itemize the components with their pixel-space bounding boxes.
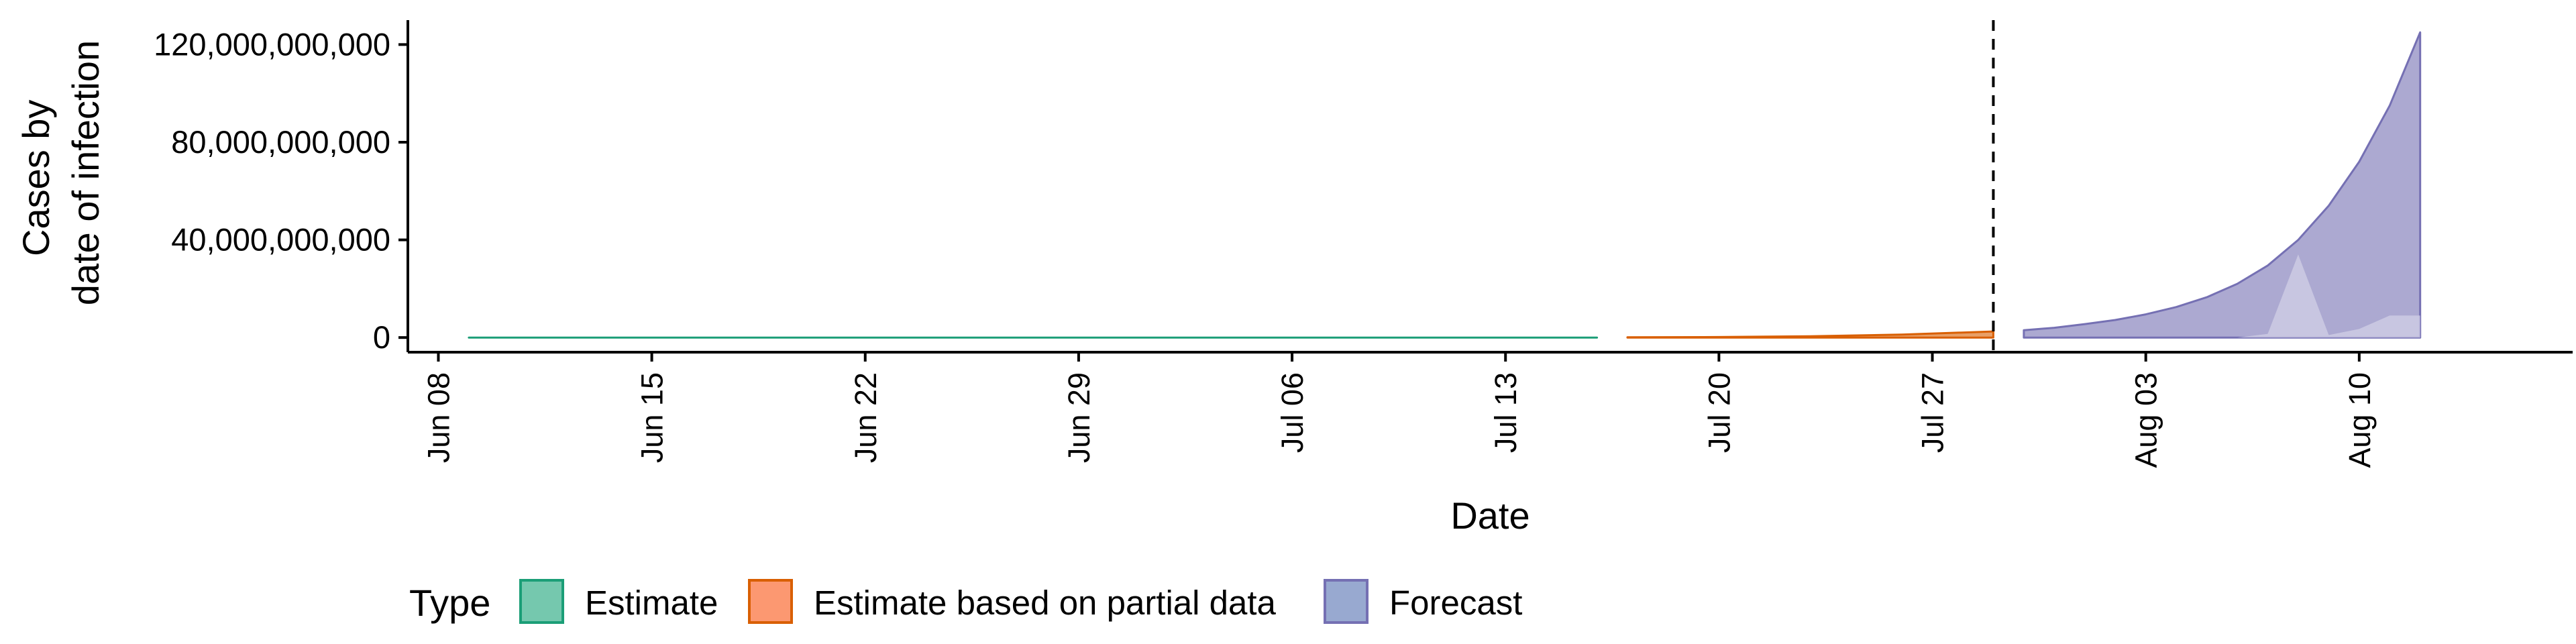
x-tick-label: Jul 20: [1702, 372, 1736, 453]
area-forecast: [2023, 31, 2422, 339]
y-axis-title: Cases by date of infection: [15, 40, 107, 305]
area-estimate-based-on-partial-data: [1626, 330, 1994, 339]
x-tick-label: Jun 08: [421, 372, 455, 463]
legend-label: Forecast: [1389, 584, 1522, 622]
x-axis-title: Date: [1450, 494, 1529, 537]
y-tick-label: 120,000,000,000: [154, 26, 390, 62]
legend: Type Estimate Estimate based on partial d…: [409, 579, 1522, 624]
y-tick-label: 40,000,000,000: [171, 222, 390, 258]
legend-key-forecast: [1324, 579, 1368, 624]
y-axis-title-line-2: date of infection: [64, 40, 107, 305]
axes: [407, 20, 2573, 354]
x-tick-label: Aug 03: [2129, 372, 2163, 468]
legend-title: Type: [409, 582, 490, 624]
legend-label: Estimate: [585, 584, 718, 622]
area-forecast-inner: [2023, 254, 2420, 338]
x-tick-label: Aug 10: [2343, 372, 2377, 468]
legend-key-estimate: [519, 579, 564, 624]
x-tick-label: Jun 29: [1062, 372, 1096, 463]
legend-key-estimate-based-on-partial-data: [748, 579, 793, 624]
x-tick-label: Jun 22: [849, 372, 883, 463]
y-axis-title-line-1: Cases by: [15, 100, 57, 256]
legend-label: Estimate based on partial data: [814, 584, 1277, 622]
y-tick-label: 0: [373, 319, 390, 355]
x-ticks: Jun 08 Jun 15 Jun 22 Jun 29 Jul 06 Jul 13 Jul …: [421, 352, 2377, 468]
area-forecast-inner-tint: [2023, 254, 2420, 338]
x-tick-label: Jul 06: [1275, 372, 1309, 453]
y-ticks: 0 40,000,000,000 80,000,000,000 120,000,000…: [154, 26, 408, 355]
x-tick-label: Jun 15: [635, 372, 669, 463]
plot-area: [468, 31, 2422, 339]
x-tick-label: Jul 27: [1916, 372, 1950, 453]
y-tick-label: 80,000,000,000: [171, 124, 390, 160]
x-tick-label: Jul 13: [1489, 372, 1523, 453]
